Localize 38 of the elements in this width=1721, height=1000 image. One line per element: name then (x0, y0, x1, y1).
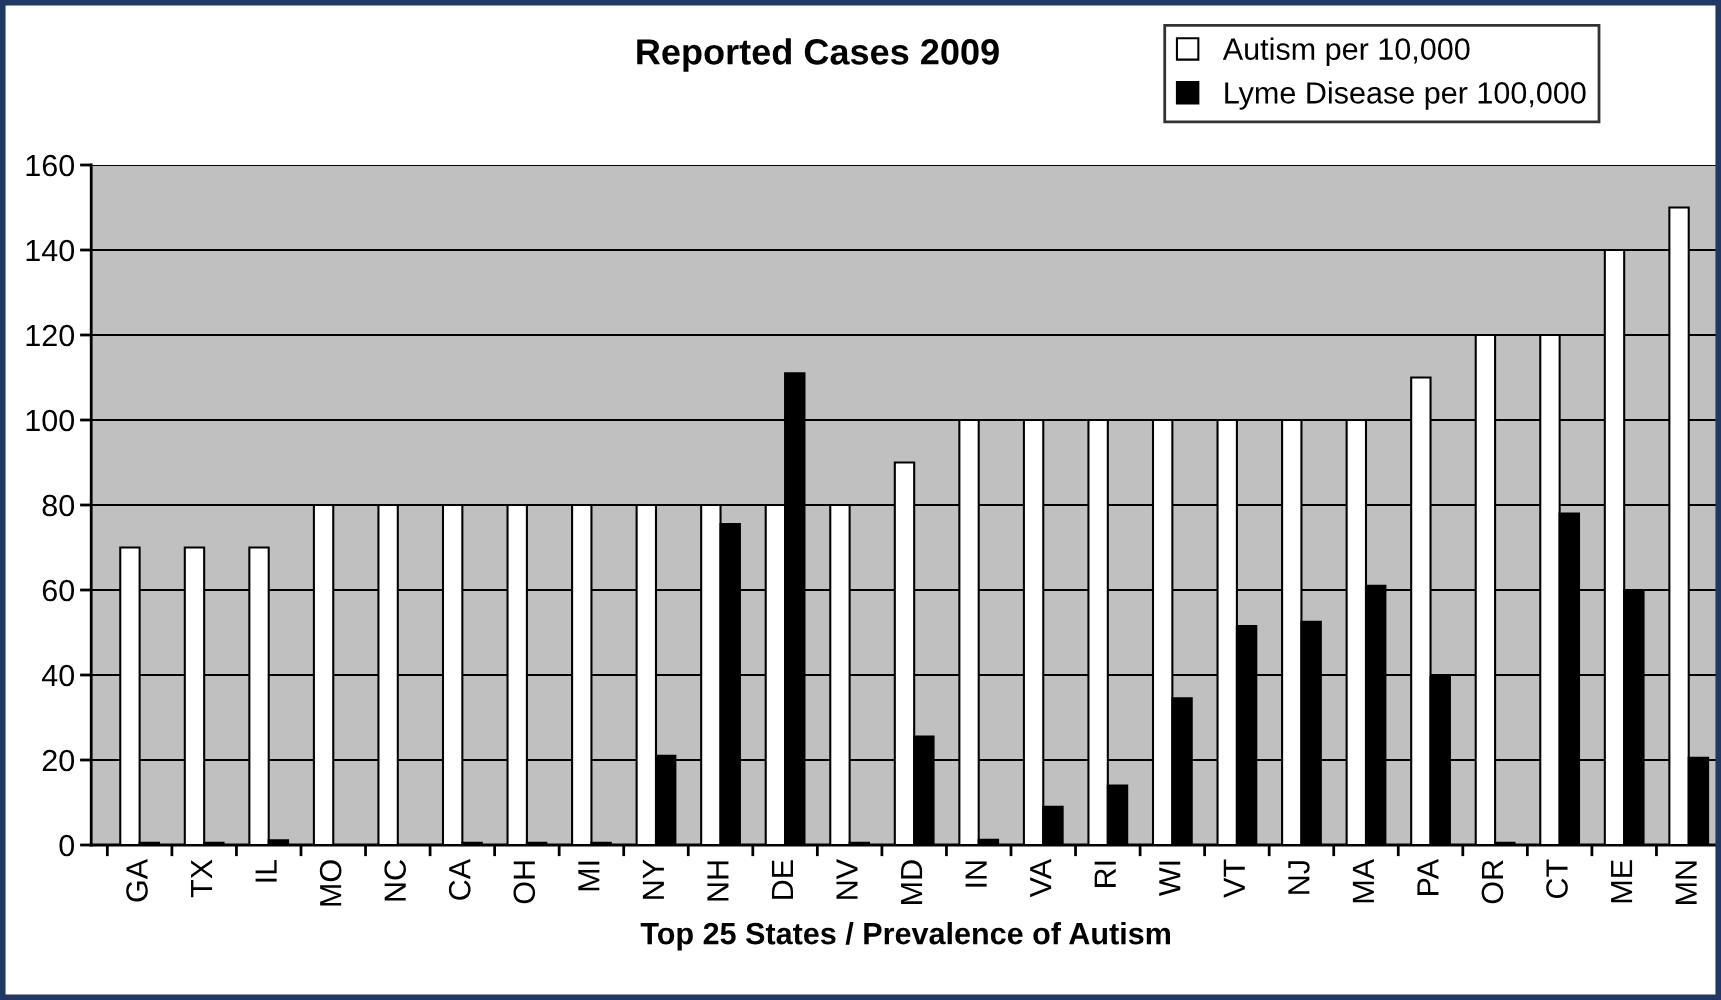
x-tick-label: OR (1481, 860, 1504, 904)
y-tick-label: 160 (26, 154, 75, 177)
x-tick-label: GA (126, 858, 148, 902)
y-tick-label: 120 (26, 324, 75, 347)
y-tick-label: 0 (59, 834, 75, 857)
y-tick-label: 140 (26, 239, 75, 262)
x-tick-label: MO (319, 860, 342, 906)
x-tick-label: MA (1352, 858, 1374, 903)
x-tick-label: RI (1094, 861, 1116, 887)
y-tick-label: 20 (42, 749, 75, 772)
y-tick-label: 60 (42, 579, 75, 602)
x-tick-label: IL (255, 859, 277, 882)
y-tick-label: 80 (42, 494, 75, 517)
x-tick-label: CA (448, 858, 471, 900)
x-tick-label: NY (642, 859, 664, 899)
x-tick-label: ME (1611, 860, 1633, 903)
x-axis-title: Top 25 States / Prevalence of Autism (640, 922, 1170, 951)
x-tick-label: OH (513, 861, 536, 904)
legend-label: Lyme Disease per 100,000 (1225, 81, 1586, 110)
x-tick-label: NC (384, 860, 407, 901)
x-tick-label: MN (1675, 861, 1697, 904)
y-tick-label: 100 (26, 409, 75, 432)
x-tick-label: NJ (1288, 861, 1310, 894)
x-tick-label: WI (1159, 861, 1181, 897)
x-tick-label: MI (578, 861, 600, 891)
x-tick-label: NV (836, 859, 858, 899)
x-tick-label: CT (1546, 859, 1568, 899)
x-tick-label: PA (1417, 858, 1439, 895)
x-tick-label: DE (771, 860, 793, 899)
x-tick-label: VA (1030, 858, 1052, 898)
y-tick-label: 40 (41, 664, 75, 687)
x-tick-label: VT (1223, 859, 1245, 898)
legend-label: Autism per 10,000 (1222, 37, 1470, 66)
x-tick-label: MD (901, 860, 923, 904)
x-tick-label: NH (707, 861, 729, 901)
x-tick-label: IN (965, 861, 987, 887)
chart-title: Reported Cases 2009 (637, 38, 999, 72)
x-tick-label: TX (191, 859, 213, 898)
